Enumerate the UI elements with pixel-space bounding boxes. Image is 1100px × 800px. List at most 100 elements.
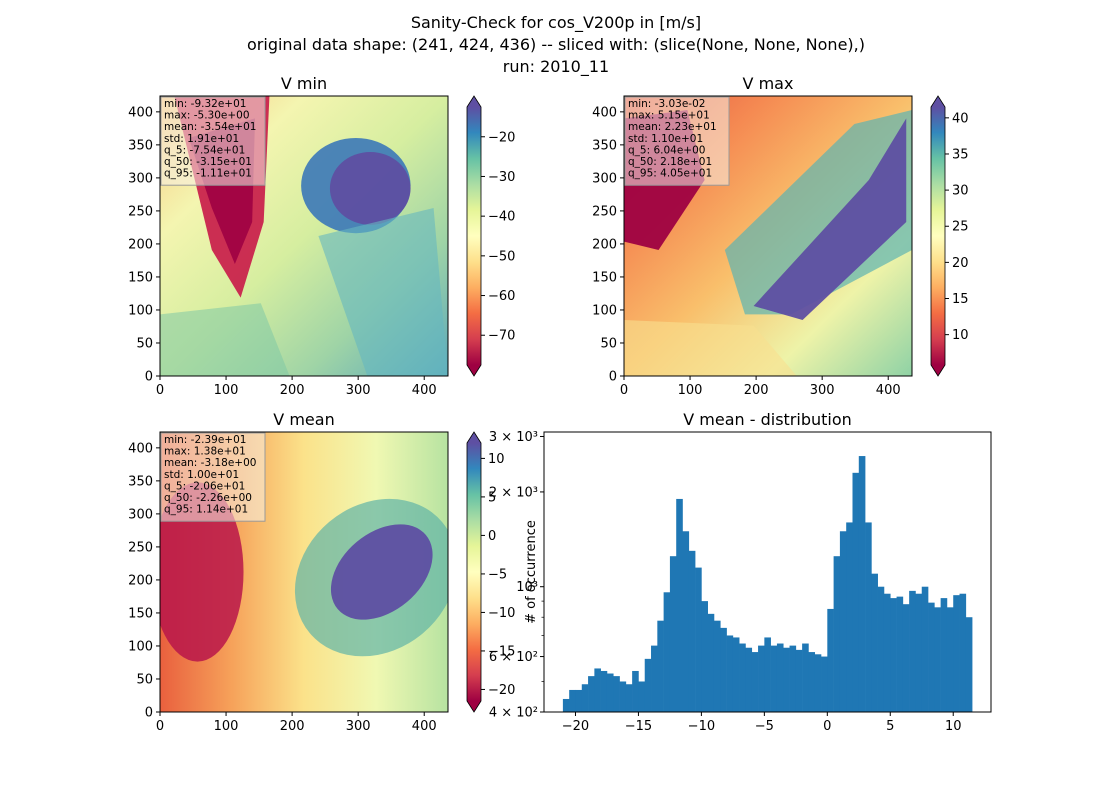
x-tick-label: 0 <box>620 383 628 398</box>
x-tick-label: 200 <box>280 719 305 734</box>
x-tick-label: −15 <box>625 719 652 734</box>
colorbar-outline <box>466 95 482 377</box>
histogram-bar <box>877 586 885 712</box>
histogram-bar <box>928 602 935 712</box>
colorbar-extend-top <box>931 96 945 107</box>
histogram-bar <box>783 647 790 712</box>
stats-line: std: 1.00e+01 <box>164 469 239 481</box>
colorbar-gradient <box>467 107 481 365</box>
colorbar-extend-top <box>467 96 481 107</box>
histogram-bar <box>739 643 746 712</box>
histogram-bar <box>669 556 677 712</box>
histogram-bar <box>663 592 671 712</box>
y-tick-label: 150 <box>128 270 153 285</box>
x-tick-label: 100 <box>214 383 239 398</box>
y-tick-label: 300 <box>128 171 153 186</box>
y-tick-label: 250 <box>592 204 617 219</box>
stats-line: max: -5.30e+00 <box>164 110 250 122</box>
histogram-bar <box>682 531 690 712</box>
colorbar-tick-label: −10 <box>488 606 515 621</box>
histogram-bar <box>701 601 708 712</box>
field-lower-left <box>160 303 290 376</box>
histogram-bar <box>915 593 923 712</box>
x-tick-label: 400 <box>412 383 437 398</box>
colorbar-tick-label: −30 <box>488 170 515 185</box>
colorbar-tick-label: −40 <box>488 210 515 225</box>
histogram-bar <box>959 593 967 712</box>
colorbar-tick-label: −5 <box>488 567 507 582</box>
stats-line: min: -2.39e+01 <box>164 434 246 446</box>
colorbar-tick-label: 0 <box>488 529 496 544</box>
histogram-bar <box>588 676 595 712</box>
y-tick-label: 0 <box>145 370 153 385</box>
axes-title: V mean <box>273 410 334 429</box>
stats-line: mean: 2.23e+01 <box>628 121 717 133</box>
histogram-bar <box>613 676 620 712</box>
x-tick-label: 0 <box>156 719 164 734</box>
histogram-bar <box>890 598 897 712</box>
histogram-bar <box>871 573 878 712</box>
stats-line: q_95: 4.05e+01 <box>628 168 712 180</box>
stats-line: q_5: -7.54e+01 <box>164 144 245 156</box>
histogram-bar <box>632 670 639 712</box>
heatmap-vmin-panel: V min 0 100 200 300 400 0 50 100 150 200 250 300 350 4… <box>128 74 515 398</box>
stats-line: mean: -3.54e+01 <box>164 121 256 133</box>
colorbar-tick-label: 5 <box>488 490 496 505</box>
histogram-bar <box>594 668 601 712</box>
stats-line: min: -9.32e+01 <box>164 98 246 110</box>
histogram-bars <box>562 456 973 712</box>
histogram-bar <box>764 637 771 712</box>
colorbar-tick-label: 10 <box>488 452 505 467</box>
histogram-panel: V mean - distribution −20 −15 −10 −5 0 5 10 4 × … <box>489 410 992 734</box>
x-tick-label: 400 <box>412 719 437 734</box>
histogram-bar <box>909 590 916 712</box>
colorbar-tick-label: 35 <box>952 147 969 162</box>
y-tick-label: 250 <box>128 204 153 219</box>
field-jet-core <box>753 118 907 321</box>
stats-box <box>160 432 266 522</box>
stats-line: mean: -3.18e+00 <box>164 457 256 469</box>
field-band <box>318 208 448 376</box>
histogram-bar <box>720 627 727 712</box>
y-tick-label: 6 × 10² <box>489 650 538 665</box>
x-tick-label: 100 <box>678 383 703 398</box>
colorbar-gradient <box>467 443 481 701</box>
colorbar-gradient <box>931 107 945 365</box>
colorbar-tick-label: 25 <box>952 220 969 235</box>
colorbar-extend-top <box>467 432 481 443</box>
y-tick-label: 350 <box>128 474 153 489</box>
y-tick-label: 250 <box>128 540 153 555</box>
y-axis-label: # of occurrence <box>524 520 539 624</box>
histogram-bar <box>707 613 715 712</box>
histogram-bar <box>858 456 866 712</box>
x-tick-label: 200 <box>744 383 769 398</box>
stats-line: q_5: -2.06e+01 <box>164 480 245 492</box>
histogram-bar <box>569 689 576 712</box>
histogram-bar <box>606 673 614 712</box>
x-tick-label: 300 <box>346 719 371 734</box>
x-tick-label: 0 <box>156 383 164 398</box>
figure-title-line-2: original data shape: (241, 424, 436) -- … <box>247 35 865 54</box>
histogram-bar <box>802 643 809 712</box>
y-tick-label: 150 <box>128 606 153 621</box>
histogram-bar <box>808 652 816 712</box>
stats-line: q_5: 6.04e+00 <box>628 144 705 156</box>
histogram-bar <box>921 586 929 712</box>
stats-line: max: 5.15e+01 <box>628 110 710 122</box>
y-tick-label: 200 <box>128 237 153 252</box>
axes-frame <box>159 95 449 377</box>
figure-title-line-3: run: 2010_11 <box>503 57 609 77</box>
y-tick-label: 100 <box>128 639 153 654</box>
axes-title: V max <box>743 74 794 93</box>
histogram-bar <box>619 681 627 712</box>
histogram-bar <box>688 550 696 712</box>
y-tick-label: 0 <box>145 706 153 721</box>
histogram-bar <box>852 472 860 712</box>
histogram-bar <box>776 643 784 712</box>
y-tick-label: 10³ <box>516 580 538 595</box>
stats-line: max: 1.38e+01 <box>164 446 246 458</box>
histogram-bar <box>940 598 948 712</box>
x-tick-label: 100 <box>214 719 239 734</box>
stats-line: std: 1.91e+01 <box>164 133 239 145</box>
histogram-bar <box>644 658 652 712</box>
